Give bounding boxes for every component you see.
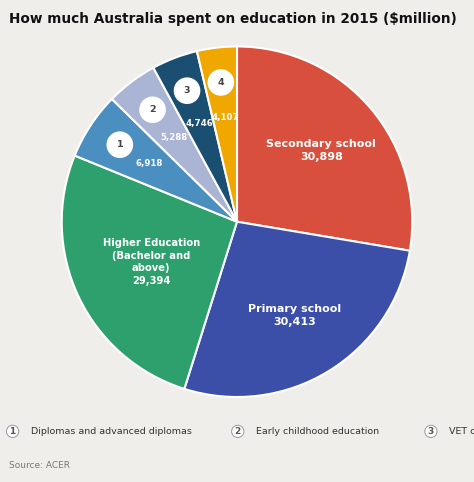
Text: Secondary school
30,898: Secondary school 30,898 [266, 139, 376, 162]
Text: How much Australia spent on education in 2015 ($million): How much Australia spent on education in… [9, 12, 457, 26]
Text: 4,107: 4,107 [211, 113, 238, 122]
Text: 2: 2 [149, 105, 156, 114]
Text: Source: ACER: Source: ACER [9, 461, 71, 470]
Text: 5,288: 5,288 [160, 133, 187, 142]
Circle shape [140, 97, 165, 122]
Text: Higher Education
(Bachelor and
above)
29,394: Higher Education (Bachelor and above) 29… [103, 238, 200, 286]
Circle shape [107, 132, 132, 157]
Wedge shape [184, 222, 410, 397]
Text: 6,918: 6,918 [136, 160, 163, 169]
Circle shape [208, 70, 234, 95]
Text: 1: 1 [117, 140, 123, 149]
Wedge shape [153, 51, 237, 222]
Text: 4: 4 [218, 78, 224, 87]
Text: 2: 2 [235, 427, 241, 436]
Text: Diplomas and advanced diplomas: Diplomas and advanced diplomas [31, 427, 191, 436]
Wedge shape [237, 46, 412, 251]
Wedge shape [112, 67, 237, 222]
Text: 3: 3 [184, 86, 190, 95]
Text: 4,746: 4,746 [186, 119, 213, 128]
Circle shape [174, 78, 200, 103]
Text: 3: 3 [428, 427, 434, 436]
Wedge shape [75, 99, 237, 222]
Wedge shape [197, 46, 237, 222]
Wedge shape [62, 156, 237, 389]
Text: 1: 1 [9, 427, 16, 436]
Text: Primary school
30,413: Primary school 30,413 [248, 305, 341, 327]
Text: VET certificates: VET certificates [449, 427, 474, 436]
Text: Early childhood education: Early childhood education [256, 427, 379, 436]
